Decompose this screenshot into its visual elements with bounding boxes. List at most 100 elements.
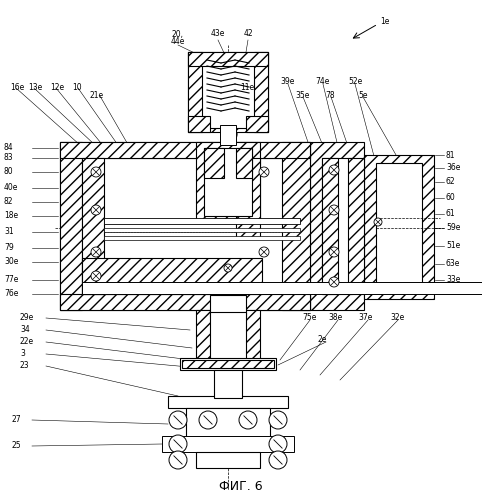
- Bar: [376, 163, 422, 291]
- Circle shape: [224, 264, 232, 272]
- Circle shape: [91, 247, 101, 257]
- Text: 10: 10: [72, 84, 81, 92]
- Circle shape: [199, 411, 217, 429]
- Bar: [348, 158, 364, 294]
- Text: 75e: 75e: [302, 314, 316, 322]
- Text: 74e: 74e: [315, 78, 329, 86]
- Text: 13e: 13e: [28, 84, 42, 92]
- Circle shape: [269, 435, 287, 453]
- Bar: [310, 142, 364, 310]
- Circle shape: [169, 411, 187, 429]
- Bar: [364, 155, 434, 299]
- Bar: [210, 312, 246, 362]
- Text: 29e: 29e: [20, 314, 34, 322]
- Text: 52e: 52e: [348, 78, 362, 86]
- Bar: [188, 52, 202, 132]
- Bar: [82, 158, 288, 294]
- Bar: [236, 148, 252, 178]
- Text: 35e: 35e: [295, 92, 309, 100]
- Circle shape: [259, 167, 269, 177]
- Text: 2e: 2e: [318, 336, 327, 344]
- Text: 20,: 20,: [172, 30, 184, 38]
- Text: 34: 34: [20, 326, 30, 334]
- Text: 25: 25: [12, 442, 22, 450]
- Text: 27: 27: [12, 416, 22, 424]
- Bar: [82, 158, 104, 294]
- Bar: [214, 370, 242, 398]
- Text: 81: 81: [446, 150, 455, 160]
- Bar: [60, 142, 82, 310]
- Text: 78: 78: [325, 92, 335, 100]
- Text: ФИГ. 6: ФИГ. 6: [219, 480, 263, 492]
- Text: 77e: 77e: [4, 276, 18, 284]
- Text: 33e: 33e: [446, 276, 460, 284]
- Bar: [254, 52, 268, 132]
- Circle shape: [329, 165, 339, 175]
- Text: 16e: 16e: [10, 84, 24, 92]
- Text: 62: 62: [446, 178, 455, 186]
- Bar: [82, 258, 262, 294]
- Text: 23: 23: [20, 362, 29, 370]
- Bar: [246, 116, 268, 132]
- Circle shape: [269, 451, 287, 469]
- Text: 40e: 40e: [4, 184, 18, 192]
- Text: 3: 3: [20, 350, 25, 358]
- Text: 5e: 5e: [358, 92, 367, 100]
- Text: 83: 83: [4, 154, 13, 162]
- Bar: [220, 125, 236, 145]
- Bar: [210, 295, 246, 317]
- Bar: [168, 396, 288, 408]
- Bar: [196, 142, 260, 222]
- Bar: [104, 228, 300, 232]
- Text: 60: 60: [446, 194, 456, 202]
- Bar: [188, 52, 268, 66]
- Bar: [196, 56, 260, 128]
- Circle shape: [329, 205, 339, 215]
- Text: 84: 84: [4, 144, 13, 152]
- Text: 31: 31: [4, 228, 13, 236]
- Bar: [104, 236, 300, 240]
- Bar: [182, 360, 274, 368]
- Text: 39e: 39e: [280, 78, 295, 86]
- Text: 12e: 12e: [50, 84, 64, 92]
- Text: 61: 61: [446, 210, 455, 218]
- Bar: [236, 158, 260, 238]
- Circle shape: [374, 218, 382, 226]
- Bar: [186, 408, 270, 438]
- Text: 21e: 21e: [90, 92, 104, 100]
- Text: 42: 42: [243, 30, 253, 38]
- Circle shape: [91, 205, 101, 215]
- Text: 79: 79: [4, 244, 14, 252]
- Circle shape: [91, 271, 101, 281]
- Bar: [196, 310, 260, 365]
- Bar: [60, 142, 310, 310]
- Text: 43e: 43e: [211, 30, 225, 38]
- Bar: [104, 218, 300, 224]
- Text: 59e: 59e: [446, 224, 460, 232]
- Circle shape: [91, 167, 101, 177]
- Text: 51e: 51e: [446, 242, 460, 250]
- Text: 36e: 36e: [446, 164, 460, 172]
- Text: 1e: 1e: [380, 18, 389, 26]
- Text: 76e: 76e: [4, 290, 18, 298]
- Bar: [204, 148, 224, 178]
- Text: 44e: 44e: [171, 36, 185, 46]
- Bar: [188, 52, 268, 132]
- Bar: [188, 116, 210, 132]
- Circle shape: [329, 247, 339, 257]
- Bar: [82, 282, 482, 294]
- Text: 30e: 30e: [4, 258, 18, 266]
- Text: 38e: 38e: [328, 314, 342, 322]
- Bar: [322, 158, 338, 294]
- Text: 80: 80: [4, 168, 13, 176]
- Text: 32e: 32e: [390, 314, 404, 322]
- Bar: [60, 294, 310, 310]
- Circle shape: [239, 411, 257, 429]
- Circle shape: [169, 435, 187, 453]
- Circle shape: [169, 451, 187, 469]
- Bar: [322, 158, 352, 294]
- Bar: [60, 142, 310, 158]
- Bar: [204, 148, 252, 216]
- Text: 37e: 37e: [358, 314, 373, 322]
- Circle shape: [269, 411, 287, 429]
